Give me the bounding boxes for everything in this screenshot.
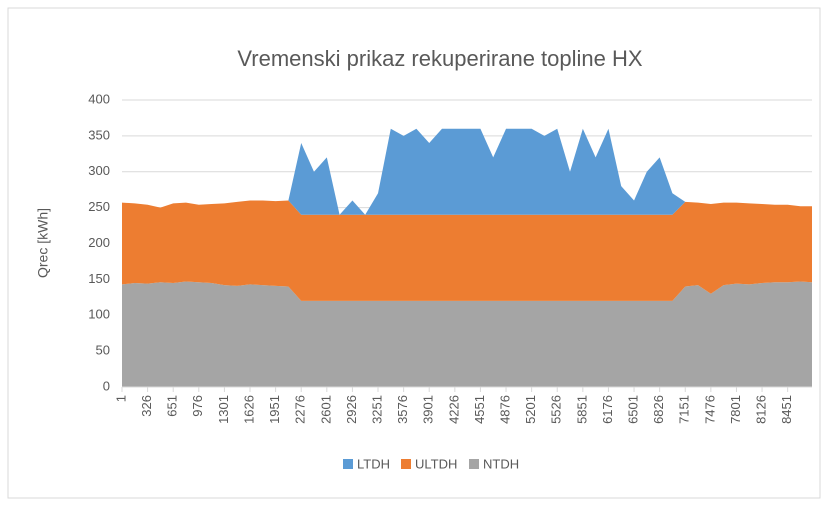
- y-tick-label: 100: [88, 307, 110, 322]
- y-tick-label: 0: [103, 378, 110, 393]
- x-tick-label: 5526: [549, 395, 564, 424]
- x-tick-label: 2276: [293, 395, 308, 424]
- legend-swatch: [343, 459, 353, 469]
- y-tick-label: 150: [88, 271, 110, 286]
- x-tick-label: 7476: [702, 395, 717, 424]
- legend-swatch: [469, 459, 479, 469]
- y-tick-label: 200: [88, 235, 110, 250]
- x-tick-label: 1951: [267, 395, 282, 424]
- x-tick-label: 8451: [779, 395, 794, 424]
- legend-swatch: [401, 459, 411, 469]
- x-tick-label: 5851: [574, 395, 589, 424]
- x-tick-label: 4226: [446, 395, 461, 424]
- y-tick-label: 400: [88, 91, 110, 106]
- x-tick-label: 3901: [421, 395, 436, 424]
- x-tick-label: 3576: [395, 395, 410, 424]
- area: [122, 200, 812, 301]
- x-tick-label: 4876: [497, 395, 512, 424]
- x-tick-label: 1: [113, 395, 128, 402]
- y-axis-label: Qrec [kWh]: [35, 208, 51, 278]
- chart-title: Vremenski prikaz rekuperirane topline HX: [237, 46, 642, 71]
- x-tick-label: 1626: [241, 395, 256, 424]
- y-tick-label: 350: [88, 127, 110, 142]
- area: [122, 128, 812, 215]
- x-tick-label: 6176: [600, 395, 615, 424]
- x-tick-label: 1301: [216, 395, 231, 424]
- area: [122, 281, 812, 387]
- legend-label: NTDH: [483, 456, 519, 471]
- x-tick-label: 4551: [472, 395, 487, 424]
- x-tick-label: 3251: [369, 395, 384, 424]
- x-tick-label: 6826: [651, 395, 666, 424]
- y-tick-label: 50: [96, 343, 110, 358]
- x-tick-label: 5201: [523, 395, 538, 424]
- legend-label: ULTDH: [415, 456, 457, 471]
- x-tick-label: 326: [139, 395, 154, 417]
- x-tick-label: 7151: [677, 395, 692, 424]
- y-tick-label: 250: [88, 199, 110, 214]
- x-tick-label: 976: [190, 395, 205, 417]
- x-tick-label: 2601: [318, 395, 333, 424]
- y-tick-label: 300: [88, 163, 110, 178]
- x-tick-label: 651: [165, 395, 180, 417]
- legend-label: LTDH: [357, 456, 390, 471]
- x-tick-label: 8126: [753, 395, 768, 424]
- x-tick-label: 2926: [344, 395, 359, 424]
- x-tick-label: 6501: [625, 395, 640, 424]
- x-tick-label: 7801: [728, 395, 743, 424]
